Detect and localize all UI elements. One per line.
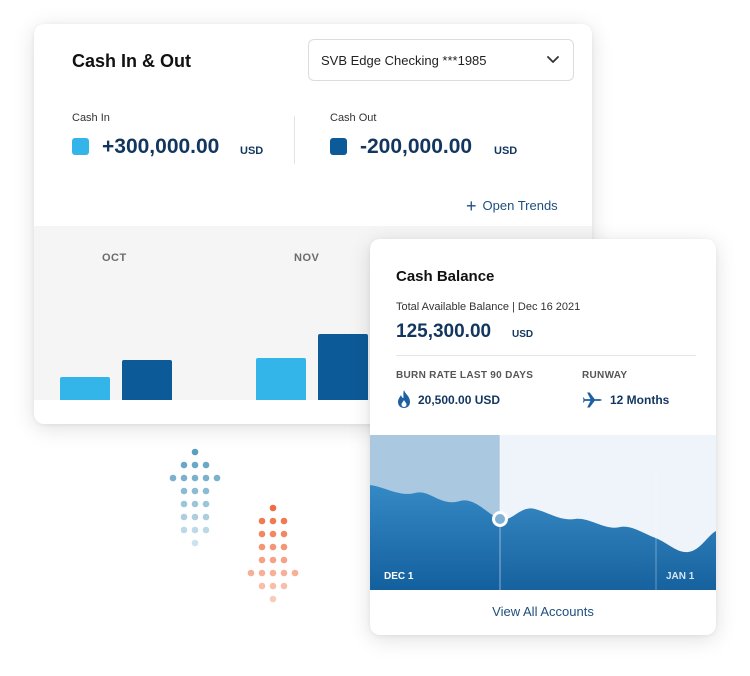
account-select[interactable]: SVB Edge Checking ***1985 <box>308 39 574 81</box>
arrow-dot <box>269 595 277 603</box>
metrics-divider <box>294 116 295 164</box>
chevron-down-icon <box>547 56 559 63</box>
cash-balance-card: Cash Balance Total Available Balance | D… <box>370 239 716 635</box>
chart-end-label: JAN 1 <box>666 571 695 582</box>
arrow-dot <box>291 569 299 577</box>
open-trends-label: Open Trends <box>482 198 558 213</box>
arrow-dot <box>280 582 288 590</box>
account-select-value: SVB Edge Checking ***1985 <box>321 53 487 68</box>
arrow-dot <box>258 556 266 564</box>
cash-balance-value: 125,300.00 <box>396 321 492 342</box>
cash-balance-unit: USD <box>512 329 534 340</box>
arrow-dot <box>180 461 188 469</box>
bar-nov-cash-in[interactable] <box>256 358 306 400</box>
arrow-dot <box>180 500 188 508</box>
arrow-dot <box>280 517 288 525</box>
cash-in-swatch <box>72 138 89 155</box>
arrow-dot <box>202 513 210 521</box>
arrow-dot <box>280 543 288 551</box>
arrow-dot <box>191 461 199 469</box>
arrow-dot <box>180 526 188 534</box>
bar-oct-cash-out[interactable] <box>122 360 172 400</box>
bar-nov-cash-out[interactable] <box>318 334 368 400</box>
arrow-up-icon <box>169 448 221 547</box>
runway-value: 12 Months <box>610 393 670 407</box>
cash-out-label: Cash Out <box>330 112 377 124</box>
arrow-dot <box>280 530 288 538</box>
arrow-dot <box>269 504 277 512</box>
burn-rate-label: BURN RATE LAST 90 DAYS <box>396 370 534 381</box>
plus-icon: + <box>466 196 477 216</box>
arrow-dot <box>191 474 199 482</box>
arrow-dot <box>213 474 221 482</box>
arrow-dot <box>258 569 266 577</box>
arrow-dot <box>202 500 210 508</box>
chart-marker-inner <box>495 514 505 524</box>
arrow-down-icon <box>247 504 299 603</box>
arrow-dot <box>180 474 188 482</box>
arrow-dot <box>269 556 277 564</box>
arrow-dot <box>180 487 188 495</box>
cash-in-unit: USD <box>240 145 264 157</box>
arrow-dot <box>280 556 288 564</box>
arrow-dot <box>202 461 210 469</box>
runway-label: RUNWAY <box>582 370 628 381</box>
arrow-dot <box>258 517 266 525</box>
bar-oct-cash-in[interactable] <box>60 377 110 400</box>
cash-out-swatch <box>330 138 347 155</box>
arrow-dot <box>169 474 177 482</box>
balance-area <box>370 485 716 590</box>
arrow-dot <box>191 513 199 521</box>
arrow-dot <box>202 474 210 482</box>
flame-icon <box>398 390 410 408</box>
arrow-dot <box>258 530 266 538</box>
arrow-dot <box>269 517 277 525</box>
cash-balance-chart: DEC 1 JAN 1 <box>370 435 716 590</box>
cash-out-unit: USD <box>494 145 518 157</box>
burn-rate-value: 20,500.00 USD <box>418 393 501 407</box>
cash-balance-subtitle: Total Available Balance | Dec 16 2021 <box>396 301 581 313</box>
cash-balance-title: Cash Balance <box>396 268 495 285</box>
arrow-dot <box>191 539 199 547</box>
open-trends-link[interactable]: + Open Trends <box>466 196 558 216</box>
chart-start-label: DEC 1 <box>384 571 414 582</box>
arrow-dot <box>280 569 288 577</box>
arrow-dot <box>258 582 266 590</box>
arrow-dot <box>269 569 277 577</box>
arrow-dot <box>180 513 188 521</box>
cash-out-value: -200,000.00 <box>360 135 473 158</box>
arrow-dot <box>191 500 199 508</box>
cash-in-value: +300,000.00 <box>102 135 220 158</box>
arrow-dot <box>191 526 199 534</box>
airplane-icon <box>583 392 602 408</box>
arrow-dot <box>269 582 277 590</box>
arrow-dot <box>269 543 277 551</box>
month-label-nov: NOV <box>294 252 320 264</box>
cash-in-out-title: Cash In & Out <box>72 51 192 71</box>
arrow-dot <box>269 530 277 538</box>
arrow-dot <box>247 569 255 577</box>
view-all-accounts-link[interactable]: View All Accounts <box>492 604 594 619</box>
arrow-dot <box>191 487 199 495</box>
arrow-dot <box>258 543 266 551</box>
arrow-dot <box>202 526 210 534</box>
cash-in-label: Cash In <box>72 112 110 124</box>
arrow-dot <box>202 487 210 495</box>
month-label-oct: OCT <box>102 252 127 264</box>
cash-balance-divider <box>396 355 696 356</box>
arrow-dot <box>191 448 199 456</box>
